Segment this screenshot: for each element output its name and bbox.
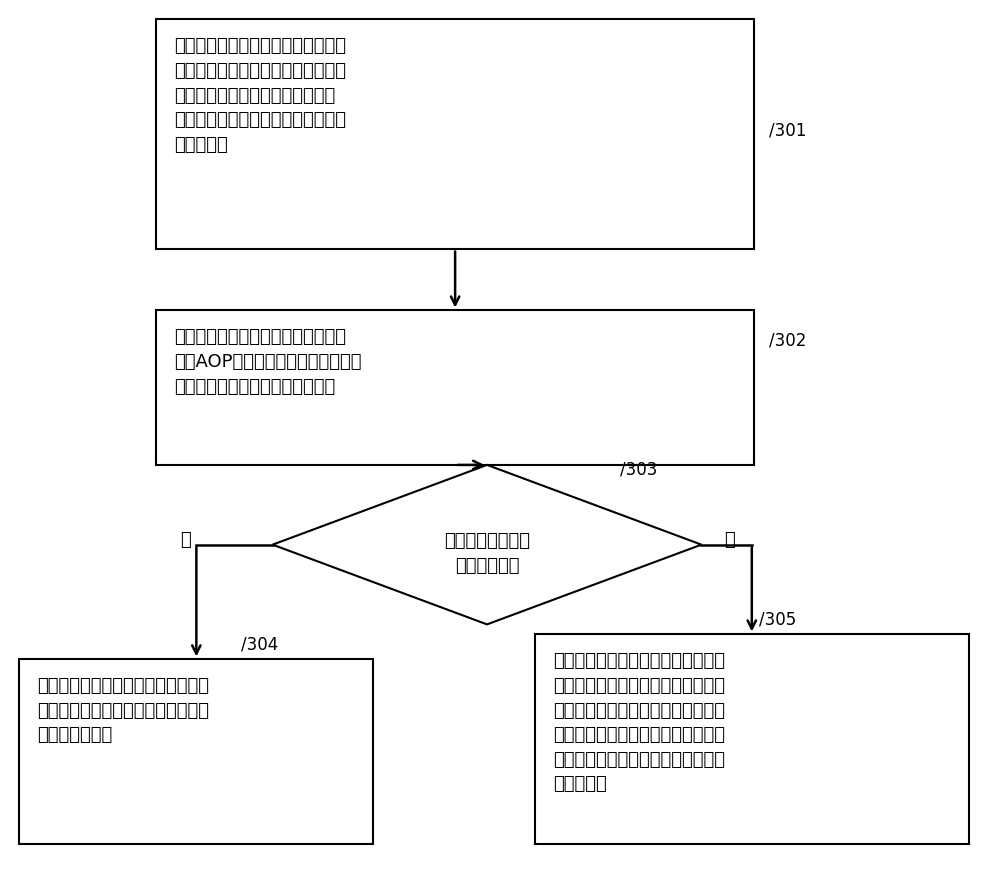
Text: /301: /301 [769, 122, 807, 140]
Text: 行该方法。: 行该方法。 [553, 775, 607, 793]
Text: 否: 否 [724, 531, 735, 548]
Bar [156, 310, 754, 465]
Text: 法，利用该方法对应的数据库标识执: 法，利用该方法对应的数据库标识执 [553, 751, 725, 769]
Text: 内容进行初始化，将该方法对应的数: 内容进行初始化，将该方法对应的数 [553, 677, 725, 695]
Bar [535, 634, 969, 844]
Text: 该方法对应的数据库标识；返回该方: 该方法对应的数据库标识；返回该方 [553, 726, 725, 744]
Text: 据库标识设置到本地线程池中，获取: 据库标识设置到本地线程池中，获取 [553, 701, 725, 720]
Text: 采用AOP技术拦截该方法，在线程池: 采用AOP技术拦截该方法，在线程池 [174, 353, 361, 371]
Bar [19, 660, 373, 844]
Text: 识执行该方法。: 识执行该方法。 [37, 726, 113, 745]
Text: /304: /304 [241, 635, 278, 653]
Text: 该数据库标识: 该数据库标识 [455, 557, 519, 575]
Text: 获取该方法对应的数据库标识；返回: 获取该方法对应的数据库标识；返回 [37, 677, 209, 695]
Text: 在计算机应用系统启动时，读取相关: 在计算机应用系统启动时，读取相关 [174, 37, 346, 56]
Text: 的配置文件。配置文件以键值对的形: 的配置文件。配置文件以键值对的形 [174, 62, 346, 80]
Text: 重新读取配置文件，根据配置文件的: 重新读取配置文件，根据配置文件的 [553, 653, 725, 670]
Text: 式出现，其中，键配置成数据库标: 式出现，其中，键配置成数据库标 [174, 87, 335, 104]
Text: 识，值配置成需要访问成这个数据库: 识，值配置成需要访问成这个数据库 [174, 111, 346, 129]
Text: /305: /305 [759, 610, 797, 628]
Polygon shape [273, 465, 701, 625]
Text: 是: 是 [180, 531, 191, 548]
Text: 中查找该方法对应的数据库标识。: 中查找该方法对应的数据库标识。 [174, 378, 335, 395]
Bar [156, 19, 754, 249]
Text: 该方法，利用该方法对应的数据库标: 该方法，利用该方法对应的数据库标 [37, 702, 209, 720]
Text: 当计算机应用系统的方法被调用时，: 当计算机应用系统的方法被调用时， [174, 328, 346, 347]
Text: 的方法名。: 的方法名。 [174, 136, 228, 154]
Text: /303: /303 [620, 461, 657, 479]
Text: 线程池中是否存在: 线程池中是否存在 [444, 533, 530, 550]
Text: /302: /302 [769, 331, 807, 349]
